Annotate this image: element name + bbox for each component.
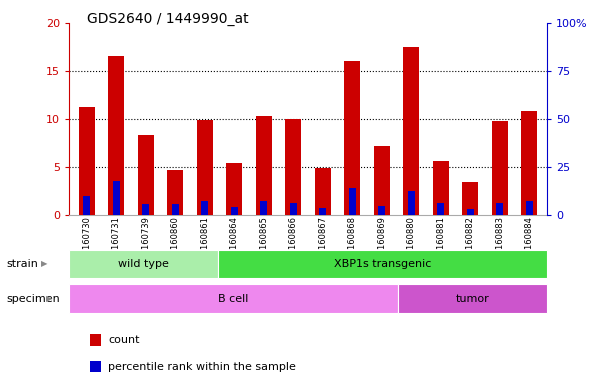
Bar (496, 203, 504, 215)
Bar (138, 136, 154, 215)
Bar (521, 111, 537, 215)
Bar (255, 116, 272, 215)
Bar (403, 47, 419, 215)
Text: wild type: wild type (118, 259, 169, 269)
Bar (349, 188, 356, 215)
Bar (226, 163, 242, 215)
Bar (319, 208, 326, 215)
Text: XBP1s transgenic: XBP1s transgenic (334, 259, 432, 269)
Bar (407, 191, 415, 215)
Bar (231, 207, 238, 215)
Bar (167, 170, 183, 215)
Bar (172, 204, 179, 215)
Text: ▶: ▶ (46, 294, 52, 303)
Bar (112, 182, 120, 215)
Text: tumor: tumor (456, 293, 489, 304)
Bar (378, 207, 385, 215)
Text: specimen: specimen (6, 293, 59, 304)
Text: B cell: B cell (218, 293, 249, 304)
Bar (290, 203, 297, 215)
Bar (201, 200, 209, 215)
Bar (285, 119, 301, 215)
Bar (108, 56, 124, 215)
Bar (79, 107, 95, 215)
Text: percentile rank within the sample: percentile rank within the sample (108, 362, 296, 372)
Text: ▶: ▶ (41, 260, 47, 268)
Text: count: count (108, 335, 139, 345)
Bar (197, 120, 213, 215)
Bar (374, 146, 390, 215)
Bar (492, 121, 508, 215)
Bar (260, 200, 267, 215)
Bar (466, 209, 474, 215)
Bar (437, 203, 444, 215)
Bar (142, 204, 150, 215)
Bar (83, 196, 91, 215)
Bar (344, 61, 361, 215)
Bar (462, 182, 478, 215)
Bar (433, 161, 449, 215)
Text: GDS2640 / 1449990_at: GDS2640 / 1449990_at (87, 12, 249, 25)
Bar (525, 200, 533, 215)
Text: strain: strain (6, 259, 38, 269)
Bar (315, 168, 331, 215)
